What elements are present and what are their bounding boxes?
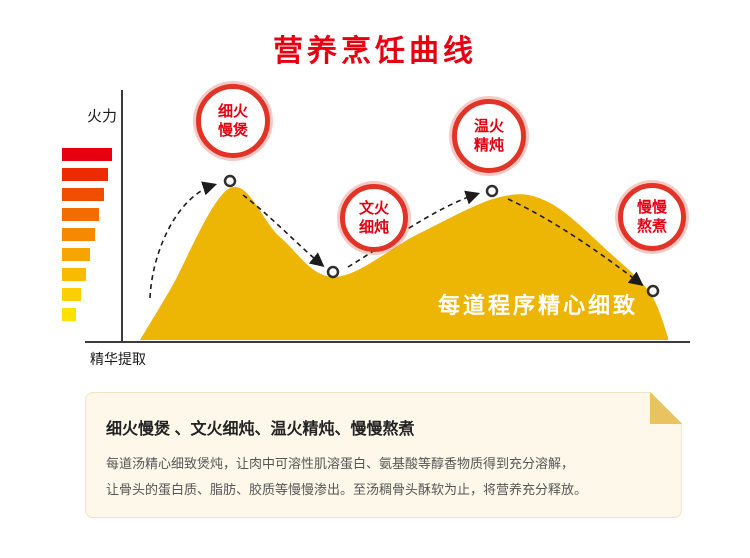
stage-badge-label: 慢慢熬煮 [636, 198, 667, 236]
note-body-line2: 让骨头的蛋白质、脂肪、胶质等慢慢渗出。至汤稠骨头酥软为止，将营养充分释放。 [106, 482, 588, 497]
heat-bar [62, 188, 104, 201]
curve-marker [646, 284, 660, 298]
dashed-arrow-rise-2 [347, 190, 481, 268]
stage-badge-slow-fire: 细火慢煲 [196, 84, 270, 158]
dashed-arrow-fall-2 [507, 198, 644, 286]
heat-bar [62, 308, 76, 321]
x-axis-label: 精华提取 [90, 351, 146, 367]
y-axis-label: 火力 [87, 108, 118, 125]
note-title: 细火慢煲 、文火细炖、温火精炖、慢慢熬煮 [106, 421, 415, 438]
heat-bar [62, 208, 99, 221]
stage-badge-label: 细火慢煲 [217, 102, 248, 140]
stage-badge-label: 温火精炖 [473, 117, 504, 155]
heat-bar [62, 228, 95, 241]
curve-marker [485, 184, 499, 198]
dashed-arrow-fall-1 [242, 194, 325, 268]
note-body-line1: 每道汤精心细致煲炖，让肉中可溶性肌溶蛋白、氨基酸等醇香物质得到充分溶解， [106, 456, 575, 471]
stage-badge-label: 文火细炖 [358, 199, 389, 237]
stage-badge-slow-simmer: 慢慢熬煮 [618, 183, 686, 251]
heat-bar [62, 288, 81, 301]
curve-annotation: 每道程序精心细致 [438, 293, 639, 318]
curve-markers [223, 174, 660, 298]
cooking-curve-chart [85, 90, 690, 343]
heat-bar [62, 268, 86, 281]
page-title: 营养烹饪曲线 [273, 35, 477, 68]
heat-bar [62, 148, 112, 161]
folded-corner [650, 392, 682, 424]
heat-bar [62, 168, 108, 181]
heat-legend [62, 148, 112, 328]
note-panel: 细火慢煲 、文火细炖、温火精炖、慢慢熬煮 每道汤精心细致煲炖，让肉中可溶性肌溶蛋… [85, 392, 682, 518]
curve-marker [223, 174, 237, 188]
heat-curve-area [140, 186, 668, 340]
heat-bar [62, 248, 90, 261]
stage-badge-warm-fire: 温火精炖 [452, 99, 526, 173]
stage-badge-gentle-fire: 文火细炖 [340, 184, 408, 252]
curve-marker [326, 265, 340, 279]
